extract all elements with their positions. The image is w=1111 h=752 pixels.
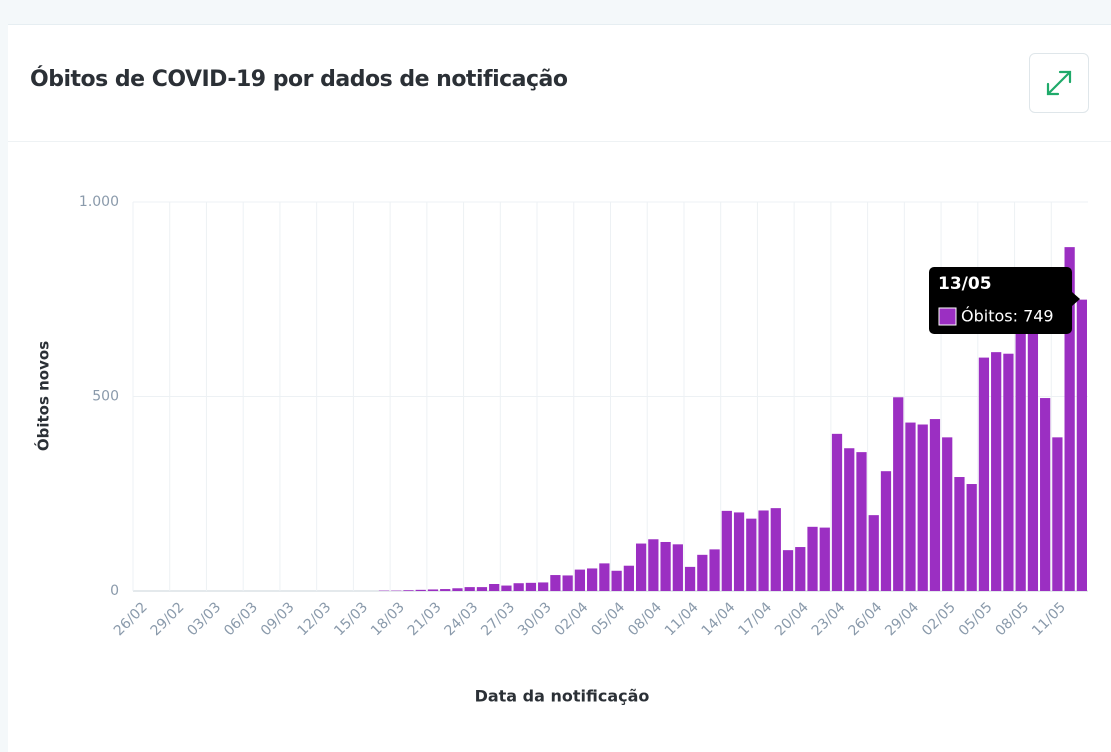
x-tick-label: 03/03 [184, 599, 224, 639]
bar [477, 587, 487, 591]
bar [673, 544, 683, 591]
bar [930, 419, 940, 591]
bar [452, 588, 462, 591]
bar [489, 584, 499, 591]
bar [905, 423, 915, 591]
x-tick-label: 27/03 [478, 599, 518, 639]
bar [612, 571, 622, 591]
bar [869, 515, 879, 591]
bar [967, 484, 977, 591]
x-tick-label: 24/03 [442, 599, 482, 639]
x-tick-label: 05/04 [588, 599, 628, 639]
x-tick-label: 02/05 [919, 599, 959, 639]
bar [893, 397, 903, 591]
bar [881, 471, 891, 591]
x-tick-label: 08/05 [992, 599, 1032, 639]
x-tick-label: 11/04 [662, 599, 702, 639]
bar [1003, 354, 1013, 591]
bar [648, 539, 658, 591]
bar [734, 512, 744, 591]
x-tick-label: 20/04 [772, 599, 812, 639]
bar [832, 434, 842, 591]
bar [1040, 398, 1050, 591]
y-axis-label: Óbitos novos [34, 341, 53, 451]
bar [624, 566, 634, 591]
x-tick-label: 23/04 [809, 599, 849, 639]
bar [783, 550, 793, 591]
tooltip-swatch [939, 308, 956, 325]
x-tick-label: 26/04 [846, 599, 886, 639]
x-tick-label: 29/02 [148, 599, 188, 639]
x-tick-label: 14/04 [699, 599, 739, 639]
bar [526, 583, 536, 591]
bar [697, 555, 707, 591]
x-tick-label: 05/05 [956, 599, 996, 639]
x-tick-label: 06/03 [221, 599, 261, 639]
y-tick-label: 500 [92, 389, 119, 405]
bar [685, 567, 695, 591]
bar [795, 547, 805, 591]
bar [660, 542, 670, 591]
bar [465, 587, 475, 591]
y-tick-label: 1.000 [79, 194, 119, 210]
bar [991, 352, 1001, 591]
bar [918, 425, 928, 591]
x-tick-label: 09/03 [258, 599, 298, 639]
x-tick-label: 18/03 [368, 599, 408, 639]
bar [758, 510, 768, 591]
bar [771, 508, 781, 591]
x-tick-label: 30/03 [515, 599, 555, 639]
bar [709, 549, 719, 591]
bar [1052, 437, 1062, 591]
bar [942, 437, 952, 591]
bar [1028, 307, 1038, 591]
bar [820, 528, 830, 591]
x-tick-label: 17/04 [735, 599, 775, 639]
bar [416, 590, 426, 591]
bar [403, 590, 413, 591]
x-tick-label: 29/04 [882, 599, 922, 639]
bar [440, 589, 450, 591]
y-tick-label: 0 [110, 583, 119, 599]
bar [1077, 300, 1087, 591]
x-tick-label: 12/03 [295, 599, 335, 639]
x-tick-label: 15/03 [331, 599, 371, 639]
bar [550, 575, 560, 591]
bar [501, 586, 511, 591]
bar [587, 568, 597, 591]
bar [954, 477, 964, 591]
x-tick-label: 26/02 [111, 599, 151, 639]
bar [636, 544, 646, 591]
bar [722, 511, 732, 591]
x-tick-label: 21/03 [405, 599, 445, 639]
bar [856, 452, 866, 591]
x-tick-label: 11/05 [1029, 599, 1069, 639]
bar [563, 575, 573, 591]
bar [575, 570, 585, 591]
bar [746, 519, 756, 591]
bar [538, 582, 548, 591]
x-tick-label: 02/04 [552, 599, 592, 639]
bar [428, 589, 438, 591]
bar [599, 563, 609, 591]
tooltip-text: Óbitos: 749 [961, 307, 1054, 326]
tooltip: 13/05 Óbitos: 749 [929, 267, 1080, 334]
bar [807, 527, 817, 591]
tooltip-title: 13/05 [938, 274, 992, 294]
bar [1016, 319, 1026, 591]
bar [979, 358, 989, 591]
bar [844, 448, 854, 591]
x-axis-label: Data da notificação [475, 687, 650, 706]
bar [514, 583, 524, 591]
x-tick-label: 08/04 [625, 599, 665, 639]
